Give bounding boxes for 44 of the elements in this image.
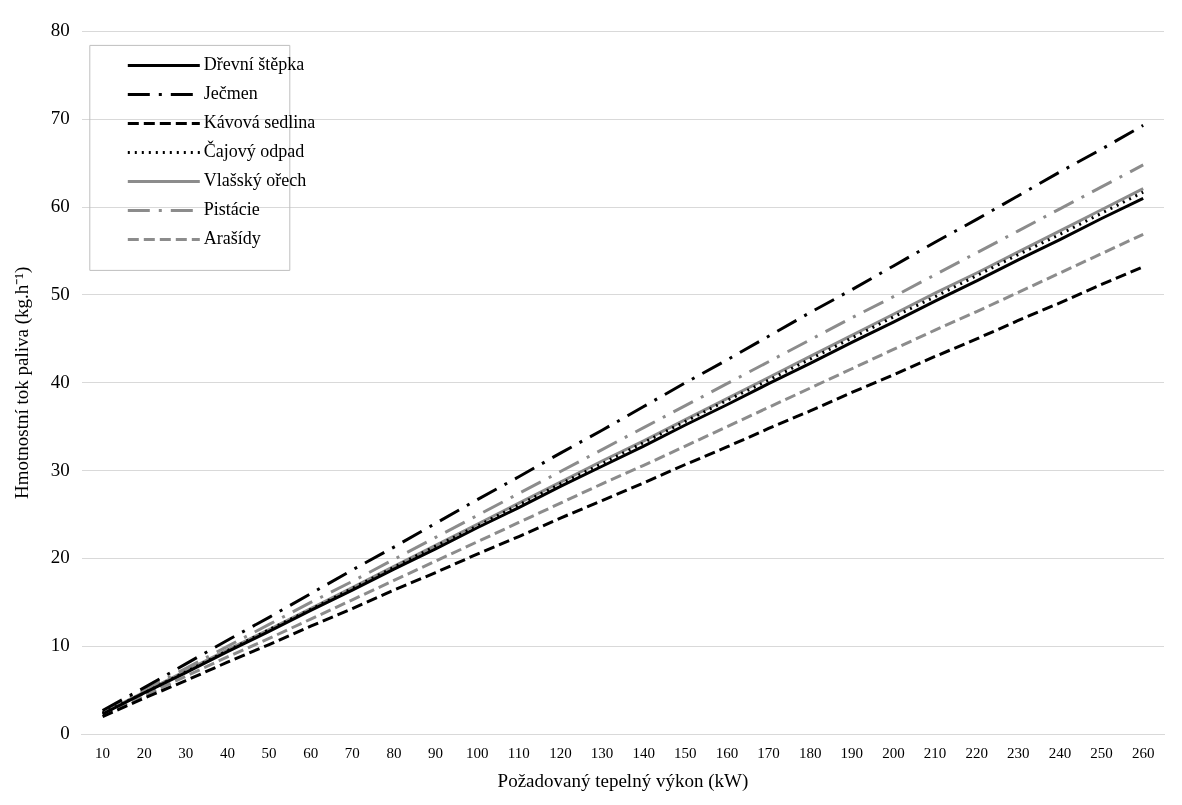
x-tick-label: 20 (136, 745, 152, 762)
legend-label: Dřevní štěpka (203, 54, 305, 75)
x-tick-label: 190 (840, 745, 864, 762)
x-tick-label: 110 (507, 745, 530, 762)
x-tick-label: 260 (1131, 745, 1155, 762)
y-tick-label: 30 (50, 458, 70, 480)
legend-label: Arašídy (203, 228, 261, 249)
y-tick-label: 70 (50, 107, 70, 129)
x-tick-label: 70 (344, 745, 360, 762)
x-tick-label: 210 (923, 745, 947, 762)
y-axis-title: Hmotnostní tok paliva (kg.h⁻¹) (11, 266, 34, 499)
x-tick-label: 100 (465, 745, 489, 762)
legend-label: Pistácie (203, 199, 260, 220)
x-tick-label: 30 (178, 745, 194, 762)
x-tick-label: 180 (798, 745, 822, 762)
legend-label: Čajový odpad (203, 140, 305, 162)
x-tick-label: 40 (219, 745, 235, 762)
legend-label: Ječmen (203, 83, 258, 104)
x-tick-label: 80 (386, 745, 402, 762)
x-tick-label: 60 (303, 745, 319, 762)
x-tick-label: 170 (757, 745, 780, 762)
x-tick-label: 240 (1048, 745, 1072, 762)
legend-label: Kávová sedlina (203, 112, 316, 133)
x-tick-label: 160 (715, 745, 739, 762)
x-axis-title: Požadovaný tepelný výkon (kW) (497, 769, 749, 792)
y-tick-label: 0 (60, 722, 70, 744)
y-tick-label: 50 (50, 282, 70, 304)
x-tick-label: 90 (428, 745, 444, 762)
y-tick-label: 40 (50, 370, 70, 392)
x-tick-label: 140 (632, 745, 655, 762)
x-tick-label: 50 (261, 745, 277, 762)
y-tick-label: 60 (50, 195, 70, 217)
x-tick-label: 10 (95, 745, 111, 762)
x-tick-label: 150 (674, 745, 697, 762)
x-tick-label: 250 (1090, 745, 1113, 762)
x-tick-label: 120 (549, 745, 572, 762)
y-tick-label: 10 (50, 634, 70, 656)
y-tick-label: 20 (50, 546, 70, 568)
x-tick-label: 130 (590, 745, 614, 762)
x-tick-label: 220 (965, 745, 988, 762)
legend-label: Vlašský ořech (203, 170, 307, 191)
x-tick-label: 200 (882, 745, 905, 762)
x-tick-label: 230 (1007, 745, 1030, 762)
y-tick-label: 80 (50, 19, 70, 41)
